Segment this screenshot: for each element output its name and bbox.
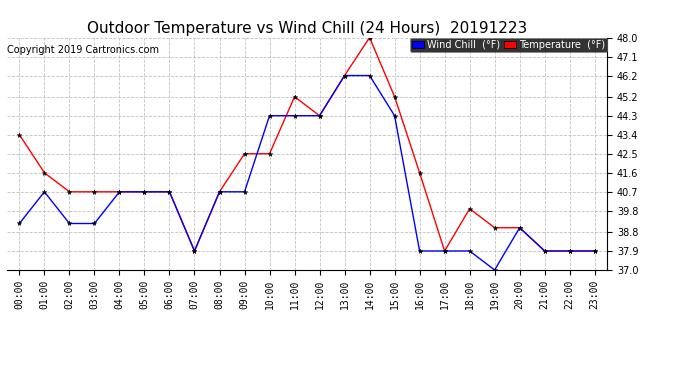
Text: Copyright 2019 Cartronics.com: Copyright 2019 Cartronics.com — [7, 45, 159, 55]
Legend: Wind Chill  (°F), Temperature  (°F): Wind Chill (°F), Temperature (°F) — [410, 38, 607, 52]
Title: Outdoor Temperature vs Wind Chill (24 Hours)  20191223: Outdoor Temperature vs Wind Chill (24 Ho… — [87, 21, 527, 36]
